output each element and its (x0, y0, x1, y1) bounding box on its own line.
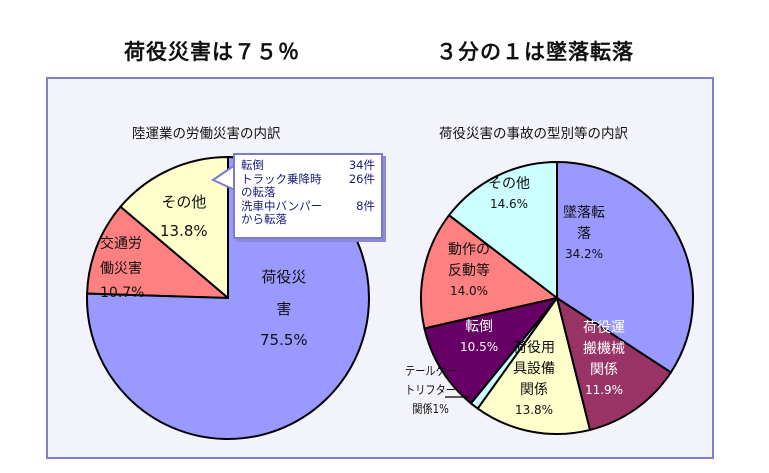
left-chart-title: 陸運業の労働災害の内訳 (132, 126, 281, 142)
pie-slice-1-0 (556, 160, 694, 374)
label-fall: 墜落転落 34.2% (563, 205, 605, 261)
label-motion: 動作の 反動等 14.0% (448, 242, 490, 298)
callout-note: 転倒 34件 トラック乗降時 26件 の転落 洗車中バンパー 8件 から転落 (233, 153, 383, 239)
label-cargo: 荷役災害 75.5% (260, 268, 308, 349)
pie-slice-0-2 (119, 155, 229, 301)
pie-slice-1-2 (476, 295, 592, 435)
label-trip: 転倒 10.5% (460, 319, 499, 355)
label-tools: 荷役用 具設備 関係 13.8% (513, 340, 555, 417)
label-tailgate: テールゲー トリフター 関係1% (405, 364, 457, 417)
pie-slice-1-5 (420, 213, 560, 330)
label-other-left: その他 13.8% (160, 193, 208, 240)
right-chart-title: 荷役災害の事故の型別等の内訳 (439, 126, 628, 142)
left-title: 荷役災害は７５％ (124, 40, 300, 64)
pie-slice-1-4 (423, 296, 560, 405)
right-title: ３分の１は墜落転落 (436, 40, 634, 64)
pie-slice-1-6 (447, 160, 558, 301)
label-machine: 荷役運 搬機械 関係 11.9% (583, 320, 625, 397)
label-traffic: 交通労 働災害 10.7% (100, 236, 145, 301)
pie-slice-1-1 (555, 295, 673, 432)
label-other-right: その他 14.6% (488, 176, 530, 211)
pie-slice-0-1 (86, 205, 231, 300)
